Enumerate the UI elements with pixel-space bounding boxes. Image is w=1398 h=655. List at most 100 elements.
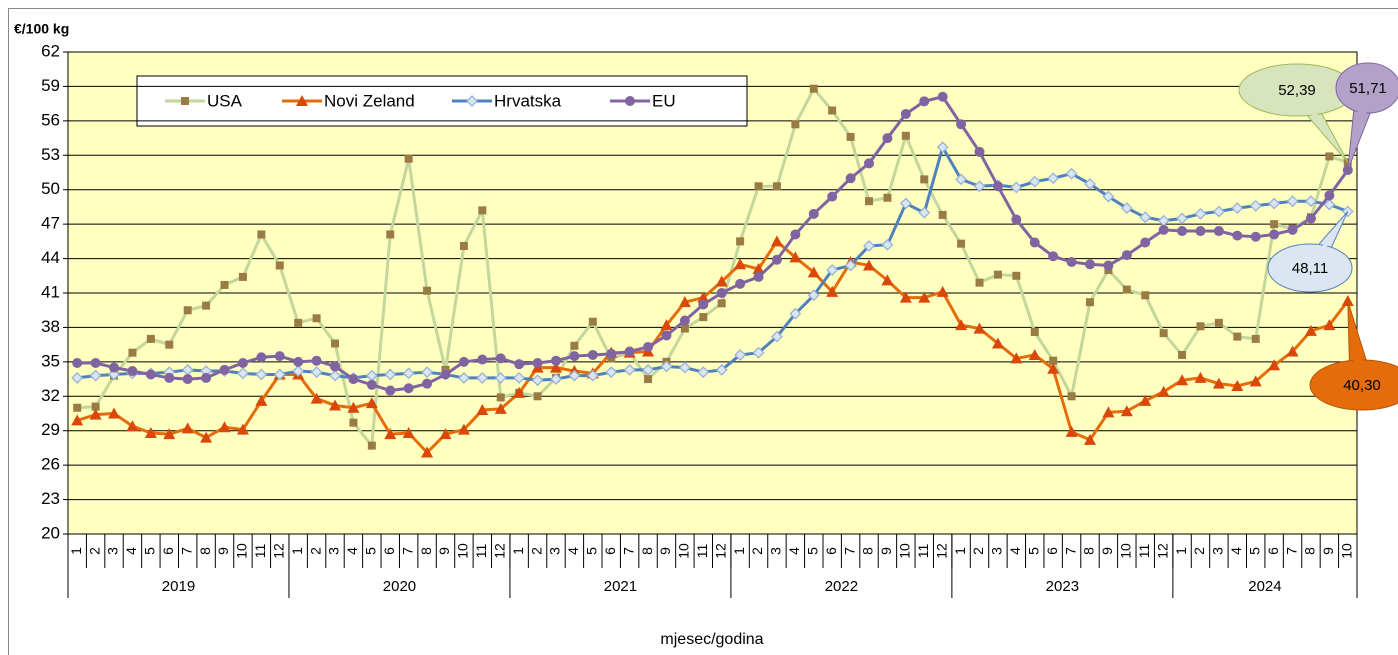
point-marker [238,272,247,281]
x-tick-label: 7 [620,547,636,555]
point-marker [716,288,727,298]
x-tick-label: 1 [1173,547,1189,555]
point-marker [1213,226,1224,237]
point-marker [586,369,599,382]
y-tick-label: 26 [41,455,60,474]
x-tick-label: 6 [823,547,839,555]
point-marker [1120,405,1133,417]
point-marker [1232,230,1243,241]
point-marker [809,84,818,93]
x-tick-label: 11 [473,544,489,559]
point-marker [993,270,1002,279]
point-marker [865,197,874,206]
x-tick-label: 3 [547,547,563,555]
point-marker [255,368,268,381]
point-marker [275,261,284,270]
point-marker [791,120,800,129]
point-marker [660,319,673,331]
x-tick-label: 9 [878,547,894,555]
point-marker [514,359,525,370]
x-tick-label: 2 [528,547,544,555]
point-marker [1047,172,1060,185]
x-tick-label: 1 [68,547,84,555]
x-tick-label: 5 [142,547,158,555]
point-marker [918,206,931,219]
point-marker [478,206,487,215]
point-marker [864,158,875,169]
point-marker [828,106,837,115]
point-marker [494,402,507,414]
x-tick-label: 12 [491,543,507,559]
point-marker [423,286,432,295]
x-tick-label: 12 [712,543,728,559]
callout-join [1299,239,1329,268]
point-marker [457,423,470,435]
point-marker [386,230,395,239]
point-marker [531,374,544,387]
point-marker [697,366,710,379]
x-tick-label: 8 [860,547,876,555]
point-marker [1231,379,1244,391]
x-tick-label: 1 [510,547,526,555]
point-marker [457,372,470,384]
point-marker [698,299,709,310]
point-marker [202,301,211,310]
point-marker [770,235,783,247]
point-marker [218,421,231,433]
point-marker [1194,371,1207,383]
point-marker [1304,324,1317,336]
point-marker [329,399,342,411]
point-marker [660,360,673,373]
point-marker [329,369,341,382]
x-tick-label: 2 [970,547,986,555]
point-marker [1140,237,1151,248]
x-tick-label: 4 [123,547,139,555]
point-marker [72,358,83,369]
point-marker [1030,328,1039,337]
year-label: 2021 [604,578,637,595]
x-tick-label: 6 [160,547,176,555]
point-marker [807,289,820,302]
point-marker [330,361,341,372]
callout-join [1286,90,1323,127]
point-marker [587,349,598,360]
point-marker [182,374,193,385]
point-marker [496,393,505,402]
point-marker [1121,250,1132,261]
point-marker [237,367,249,380]
point-marker [108,368,120,381]
point-marker [533,392,542,401]
point-marker [1341,295,1354,307]
point-marker [1028,348,1041,360]
point-marker [144,427,157,439]
point-marker [1065,167,1078,180]
x-tick-label: 11 [694,544,710,559]
callout: 51,71 [1335,62,1398,171]
y-tick-label: 56 [41,110,60,129]
point-marker [89,369,102,382]
point-marker [955,173,968,186]
point-marker [605,366,618,379]
point-marker [476,404,489,416]
point-marker [771,330,783,343]
point-marker [1067,392,1076,401]
point-marker [421,366,433,379]
point-marker [754,182,763,191]
point-marker [1249,375,1262,387]
point-marker [1139,394,1152,406]
point-marker [255,394,268,406]
x-tick-label: 5 [1025,547,1041,555]
point-marker [715,275,728,287]
series-line [77,95,1350,393]
point-marker [1323,319,1336,331]
data-label: 48,11 [1292,260,1328,277]
point-marker [273,368,286,381]
point-marker [310,366,323,379]
point-marker [678,361,691,374]
point-marker [807,266,820,278]
point-marker [1269,229,1280,240]
x-tick-label: 5 [363,547,379,555]
x-tick-label: 10 [1118,543,1134,559]
